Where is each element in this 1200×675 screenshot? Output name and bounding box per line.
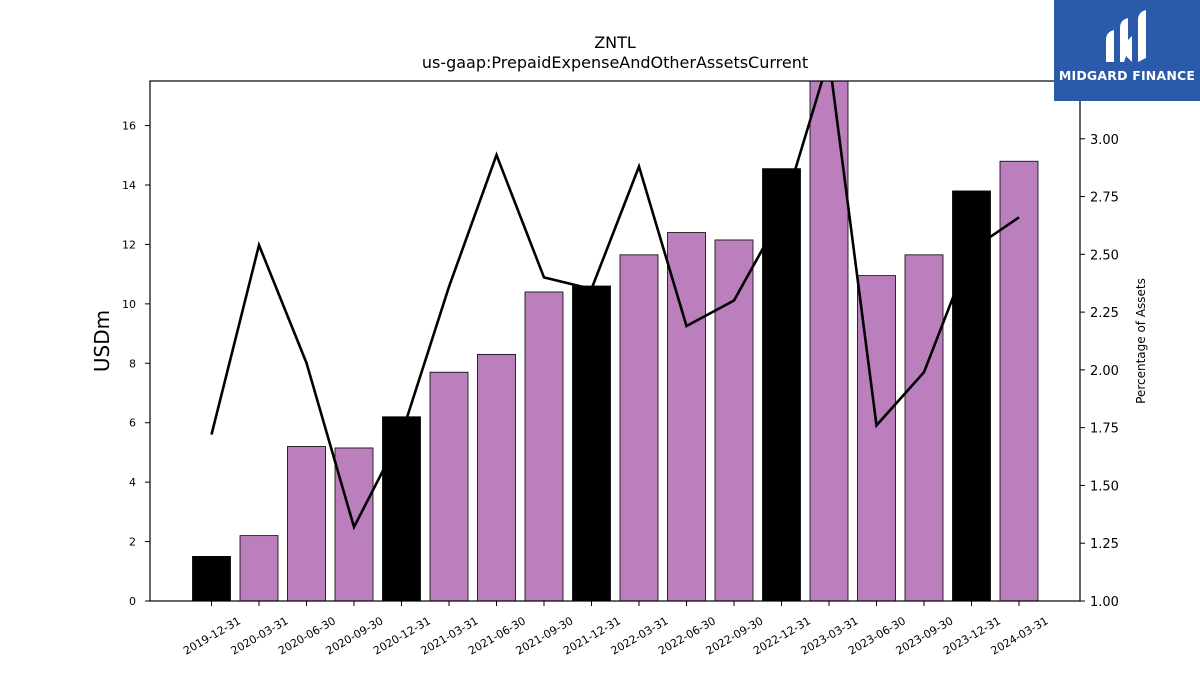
y-tick-label: 10: [122, 298, 136, 311]
y-tick-label: 4: [129, 476, 136, 489]
bar-2020-12-31: [382, 416, 421, 601]
y-tick-label: 8: [129, 357, 136, 370]
bar-2021-06-30: [477, 353, 516, 601]
y2-tick-label: 2.00: [1090, 364, 1119, 379]
bar-series: [192, 81, 1039, 601]
bar-2022-03-31: [619, 254, 659, 601]
y-tick-label: 2: [129, 536, 136, 549]
bar-2023-12-31: [952, 190, 991, 601]
midgard-logo-icon: [1106, 10, 1146, 62]
y2-tick-label: 2.50: [1090, 248, 1119, 263]
y2-tick-label: 2.75: [1090, 191, 1119, 206]
chart-title: ZNTL: [594, 33, 636, 52]
y-tick-label: 12: [122, 238, 136, 251]
bar-2019-12-31: [192, 556, 231, 601]
y2-axis-label: Percentage of Assets: [1134, 278, 1148, 404]
bar-2021-03-31: [429, 371, 469, 601]
chart-subtitle: us-gaap:PrepaidExpenseAndOtherAssetsCurr…: [422, 53, 808, 72]
y2-tick-label: 1.00: [1090, 595, 1119, 610]
y-tick-label: 0: [129, 595, 136, 608]
percentage-of-assets-line: [210, 81, 1020, 531]
plot-frame: [149, 80, 1081, 602]
line-series: [210, 81, 1020, 531]
y-tick-label: 16: [122, 120, 136, 133]
logo-text: MIDGARD FINANCE: [1058, 68, 1196, 83]
y-tick-label: 14: [122, 179, 136, 192]
bar-2022-09-30: [714, 239, 754, 601]
bar-2023-09-30: [904, 254, 944, 601]
bar-2022-06-30: [667, 232, 706, 601]
y2-tick-label: 3.00: [1090, 133, 1119, 148]
bar-2021-09-30: [524, 291, 564, 601]
y2-tick-label: 1.25: [1090, 537, 1119, 552]
bar-2020-06-30: [287, 446, 326, 601]
y-axis-label: USDm: [90, 310, 114, 372]
bar-2024-03-31: [999, 160, 1039, 601]
bar-2023-03-31: [809, 81, 849, 601]
y2-tick-label: 2.25: [1090, 306, 1119, 321]
midgard-finance-logo: MIDGARD FINANCE: [1054, 0, 1200, 101]
bar-2022-12-31: [762, 168, 801, 601]
y-tick-label: 6: [129, 417, 136, 430]
y2-tick-label: 1.75: [1090, 422, 1119, 437]
bar-2021-12-31: [572, 285, 611, 601]
bar-2020-03-31: [239, 535, 279, 601]
y2-tick-label: 1.50: [1090, 479, 1119, 494]
